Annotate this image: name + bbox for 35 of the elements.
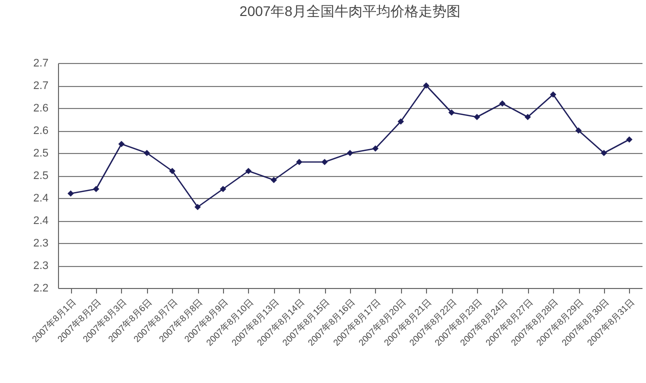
y-tick-label: 2.3 bbox=[33, 238, 48, 250]
point bbox=[220, 186, 226, 192]
point bbox=[321, 158, 328, 166]
y-tick-label: 2.3 bbox=[33, 260, 48, 272]
chart-title: 2007年8月全国牛肉平均价格走势图 bbox=[240, 3, 460, 19]
point bbox=[398, 118, 404, 125]
point bbox=[499, 100, 506, 107]
point bbox=[118, 140, 125, 148]
y-tick-label: 2.2 bbox=[33, 282, 48, 294]
point bbox=[296, 158, 302, 166]
point bbox=[270, 176, 277, 184]
y-tick-label: 2.7 bbox=[33, 58, 48, 70]
point bbox=[144, 150, 150, 156]
point bbox=[626, 136, 632, 143]
point bbox=[474, 114, 480, 120]
y-tick-label: 2.6 bbox=[33, 125, 48, 137]
point bbox=[372, 145, 379, 152]
point bbox=[346, 150, 354, 156]
y-tick-label: 2.4 bbox=[33, 215, 48, 227]
y-tick-label: 2.5 bbox=[33, 170, 48, 182]
point bbox=[169, 168, 176, 174]
point bbox=[600, 150, 608, 156]
y-tick-label: 2.6 bbox=[33, 102, 48, 114]
point bbox=[423, 82, 430, 89]
point bbox=[245, 168, 252, 174]
y-tick-label: 2.4 bbox=[33, 192, 48, 204]
point bbox=[575, 127, 582, 134]
point bbox=[68, 190, 74, 197]
point bbox=[550, 91, 556, 98]
point bbox=[524, 114, 531, 120]
point bbox=[194, 204, 201, 210]
y-tick-label: 2.7 bbox=[33, 80, 48, 92]
y-tick-label: 2.5 bbox=[33, 148, 48, 160]
point bbox=[448, 109, 455, 116]
point bbox=[92, 186, 100, 192]
